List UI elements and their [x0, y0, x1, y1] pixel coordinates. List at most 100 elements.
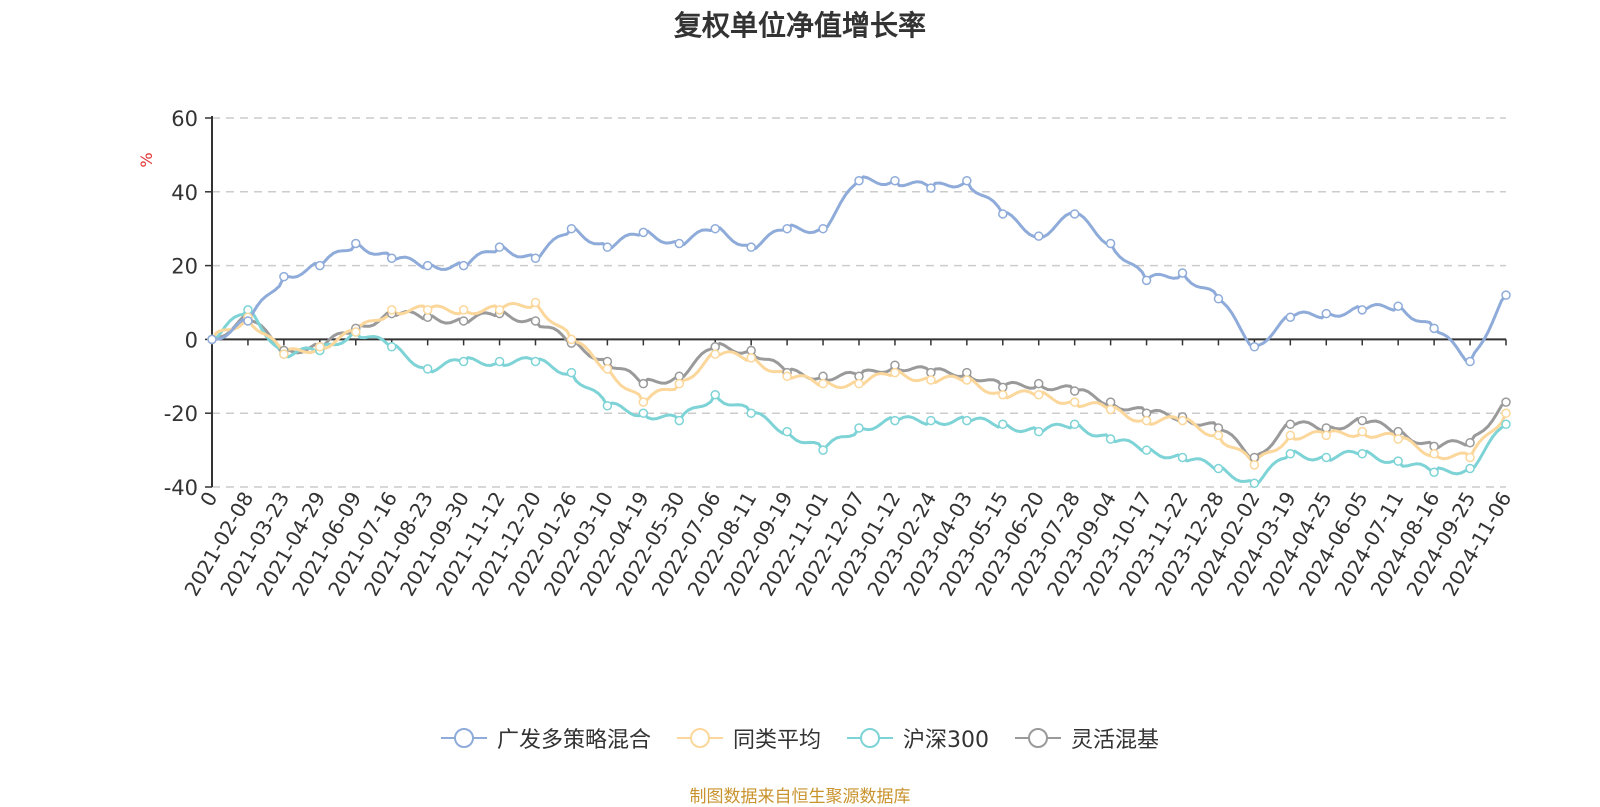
- legend-item[interactable]: 同类平均: [676, 722, 821, 754]
- series-point: [926, 183, 936, 193]
- series-point: [1105, 238, 1116, 249]
- series-point: [279, 271, 289, 282]
- y-tick-label: 60: [171, 107, 198, 131]
- series-point: [1285, 449, 1296, 459]
- series-point: [782, 426, 792, 437]
- series-point: [638, 227, 649, 238]
- series-point: [962, 415, 972, 426]
- legend: 广发多策略混合 同类平均 沪深300 灵活混基: [0, 722, 1600, 754]
- series-point: [1105, 434, 1116, 444]
- legend-swatch-icon: [1015, 728, 1061, 748]
- series-point: [279, 349, 289, 359]
- series-point: [1213, 430, 1224, 441]
- series-point: [962, 175, 972, 186]
- series-point: [1141, 275, 1152, 286]
- series-point: [1393, 456, 1403, 466]
- series-point: [998, 209, 1008, 219]
- series-point: [494, 242, 505, 252]
- series-point: [1393, 434, 1403, 444]
- series-point: [1501, 290, 1511, 300]
- series-point: [854, 175, 864, 186]
- series-point: [566, 223, 577, 234]
- legend-item[interactable]: 灵活混基: [1015, 722, 1159, 754]
- series-point: [1357, 449, 1367, 459]
- series-point: [422, 364, 433, 374]
- series-point: [1141, 415, 1152, 426]
- y-tick-label: 40: [171, 181, 198, 205]
- series-point: [566, 334, 577, 345]
- series-point: [530, 356, 541, 367]
- series-point: [1069, 397, 1080, 407]
- series-point: [1465, 356, 1475, 367]
- legend-label: 广发多策略混合: [496, 728, 651, 753]
- series-point: [710, 390, 720, 400]
- series-point: [854, 423, 864, 433]
- series-point: [1429, 467, 1439, 477]
- y-axis-unit-label: %: [137, 152, 156, 167]
- tick-labels: 6040200-20-4002021-02-082021-03-232021-0…: [164, 107, 1517, 600]
- legend-label: 同类平均: [732, 728, 821, 753]
- series-point: [422, 260, 433, 271]
- legend-item[interactable]: 广发多策略混合: [440, 722, 651, 754]
- series-point: [1105, 404, 1116, 415]
- series-point: [926, 375, 936, 385]
- series-point: [1321, 452, 1332, 463]
- series-point: [1321, 308, 1332, 319]
- series-point: [458, 260, 469, 271]
- series-point: [1285, 430, 1296, 441]
- series-point: [674, 378, 685, 389]
- series-point: [1321, 430, 1332, 441]
- legend-item[interactable]: 沪深300: [847, 722, 989, 754]
- series-point: [458, 305, 469, 315]
- series-point: [1357, 305, 1367, 315]
- series-point: [998, 390, 1008, 400]
- series-point: [386, 342, 397, 352]
- series-point: [1501, 419, 1511, 430]
- legend-label: 沪深300: [903, 728, 989, 753]
- series-point: [602, 401, 613, 411]
- series-point: [494, 305, 505, 315]
- legend-swatch-icon: [676, 728, 723, 748]
- series-point: [1033, 378, 1044, 389]
- y-tick-label: -20: [164, 402, 198, 426]
- y-tick-label: -40: [164, 476, 198, 500]
- series-point: [1177, 268, 1188, 278]
- series-point: [890, 175, 900, 186]
- series-point: [1357, 415, 1367, 426]
- series-point: [1069, 209, 1080, 219]
- series-point: [1213, 294, 1224, 304]
- series-point: [746, 353, 756, 363]
- series-point: [1033, 390, 1044, 400]
- series-point: [1069, 386, 1080, 396]
- series-point: [1177, 452, 1188, 463]
- series-point: [674, 415, 685, 426]
- series-point: [674, 238, 685, 249]
- series-point: [782, 371, 792, 382]
- series-point: [1033, 426, 1044, 437]
- series-point: [710, 349, 720, 359]
- series-point: [638, 397, 649, 407]
- series-point: [890, 415, 900, 426]
- series-line: [211, 175, 1508, 363]
- series-point: [926, 415, 936, 426]
- series-point: [1393, 301, 1403, 311]
- series-point: [1069, 419, 1080, 430]
- series-point: [1033, 231, 1044, 241]
- chart-title: 复权单位净值增长率: [673, 9, 926, 42]
- series-point: [1429, 449, 1439, 459]
- series-point: [1501, 408, 1511, 418]
- series-point: [530, 316, 541, 326]
- series-point: [746, 242, 756, 252]
- series-point: [854, 378, 864, 389]
- series-point: [458, 316, 469, 326]
- series-point: [1285, 419, 1296, 430]
- series-point: [1249, 342, 1260, 352]
- series-line: [211, 308, 1507, 485]
- series-point: [1501, 397, 1511, 407]
- series-point: [386, 305, 397, 315]
- series-point: [1357, 426, 1367, 437]
- legend-swatch-icon: [847, 728, 893, 748]
- series-point: [566, 367, 577, 378]
- series-point: [638, 378, 649, 389]
- series-point: [1249, 478, 1260, 489]
